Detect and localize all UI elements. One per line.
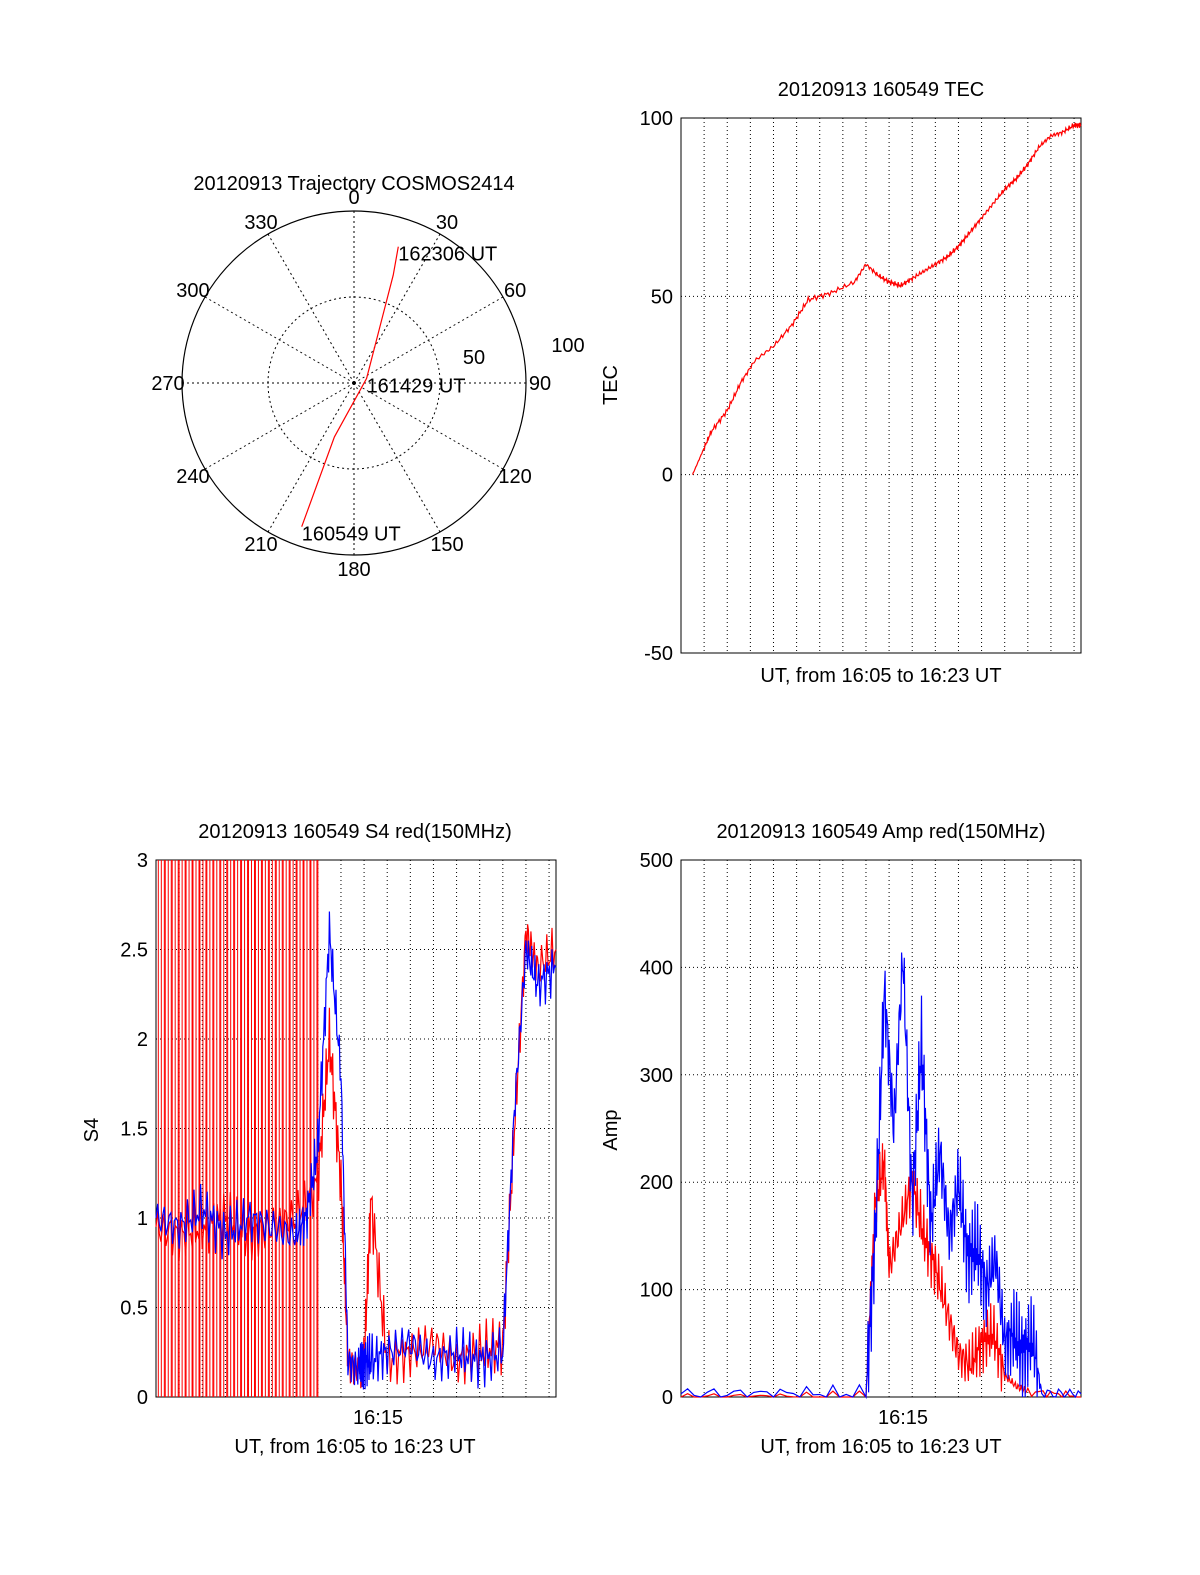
polar-azimuth-labels: 0 30 60 90 120 150 180 210 240 270 300 330 <box>151 187 551 581</box>
s4-red-spikes <box>157 860 319 1397</box>
y-tick-label: 200 <box>640 1172 673 1194</box>
y-tick-label: 0.5 <box>120 1298 148 1320</box>
polar-spoke <box>353 382 504 470</box>
s4-grid <box>156 860 556 1397</box>
polar-spoke <box>353 233 441 384</box>
polar-azimuth-label: 90 <box>529 373 551 395</box>
polar-azimuth-label: 120 <box>498 466 531 488</box>
s4-title: 20120913 160549 S4 red(150MHz) <box>198 821 512 843</box>
amp-ylabel: Amp <box>600 1109 622 1150</box>
y-tick-label: 2 <box>137 1029 148 1051</box>
polar-spoke <box>353 382 441 533</box>
polar-azimuth-label: 270 <box>151 373 184 395</box>
y-tick-label: 300 <box>640 1065 673 1087</box>
polar-trajectory-line <box>301 246 399 527</box>
y-tick-label: 100 <box>640 1280 673 1302</box>
polar-azimuth-label: 330 <box>244 212 277 234</box>
tec-grid <box>681 118 1081 653</box>
polar-spoke <box>204 296 355 384</box>
s4-blue-series-line <box>155 911 557 1390</box>
amp-title: 20120913 160549 Amp red(150MHz) <box>716 821 1045 843</box>
y-tick-label: 0 <box>662 1387 673 1409</box>
tec-ylabel: TEC <box>600 365 622 405</box>
y-tick-label: 3 <box>137 850 148 872</box>
y-tick-label: -50 <box>644 643 673 665</box>
polar-spoke <box>204 382 355 470</box>
s4-tick-labels: 0 0.5 1 1.5 2 2.5 3 <box>120 850 148 1409</box>
polar-azimuth-label: 0 <box>348 187 359 209</box>
polar-azimuth-label: 240 <box>176 466 209 488</box>
amp-plot-frame <box>680 859 1082 1398</box>
amp-tick-labels: 0 100 200 300 400 500 <box>640 850 673 1409</box>
polar-azimuth-label: 300 <box>176 280 209 302</box>
y-tick-label: 1 <box>137 1208 148 1230</box>
amp-xtick-1615: 16:15 <box>878 1407 928 1429</box>
tec-xlabel: UT, from 16:05 to 16:23 UT <box>760 665 1001 687</box>
polar-spoke <box>353 296 504 384</box>
amp-blue-series-line <box>680 952 1082 1400</box>
polar-point-label: 160549 UT <box>302 524 401 546</box>
polar-spoke <box>267 382 355 533</box>
amp-grid <box>681 860 1081 1397</box>
polar-grid <box>181 210 527 556</box>
y-tick-label: 0 <box>662 465 673 487</box>
s4-ylabel: S4 <box>81 1118 103 1142</box>
y-tick-label: 2.5 <box>120 940 148 962</box>
polar-point-label: 161429 UT <box>367 375 466 397</box>
tec-panel: 20120913 160549 TEC 100 50 0 -50 TEC UT, fr… <box>600 79 1082 687</box>
polar-azimuth-label: 210 <box>244 534 277 556</box>
s4-red-series-line <box>155 924 557 1389</box>
tec-series-line <box>692 122 1082 475</box>
y-tick-label: 0 <box>137 1387 148 1409</box>
amp-red-series-line <box>680 1143 1081 1399</box>
polar-azimuth-label: 60 <box>504 280 526 302</box>
polar-radial-label: 100 <box>551 335 584 357</box>
y-tick-label: 400 <box>640 957 673 979</box>
amp-xlabel: UT, from 16:05 to 16:23 UT <box>760 1436 1001 1458</box>
polar-spoke <box>267 233 355 384</box>
s4-xtick-1615: 16:15 <box>353 1407 403 1429</box>
polar-point-label: 162306 UT <box>398 244 497 266</box>
y-tick-label: 500 <box>640 850 673 872</box>
y-tick-label: 100 <box>640 108 673 130</box>
tec-title: 20120913 160549 TEC <box>778 79 984 101</box>
tec-plot-frame <box>680 117 1082 654</box>
polar-azimuth-label: 150 <box>430 534 463 556</box>
y-tick-label: 1.5 <box>120 1119 148 1141</box>
s4-xlabel: UT, from 16:05 to 16:23 UT <box>234 1436 475 1458</box>
polar-title: 20120913 Trajectory COSMOS2414 <box>193 173 514 195</box>
polar-azimuth-label: 30 <box>436 212 458 234</box>
polar-radial-labels: 50 100 <box>463 335 585 369</box>
y-tick-label: 50 <box>651 286 673 308</box>
polar-panel: 20120913 Trajectory COSMOS2414 0 30 60 90 12… <box>151 173 584 581</box>
polar-point-labels: 160549 UT 161429 UT 162306 UT <box>302 244 498 546</box>
s4-panel: 20120913 160549 S4 red(150MHz) 0 0.5 1 1.5 2… <box>81 821 557 1458</box>
polar-radial-label: 50 <box>463 347 485 369</box>
tec-tick-labels: 100 50 0 -50 <box>640 108 673 665</box>
polar-azimuth-label: 180 <box>337 559 370 581</box>
amp-panel: 20120913 160549 Amp red(150MHz) 0 100 200 3… <box>600 821 1082 1458</box>
